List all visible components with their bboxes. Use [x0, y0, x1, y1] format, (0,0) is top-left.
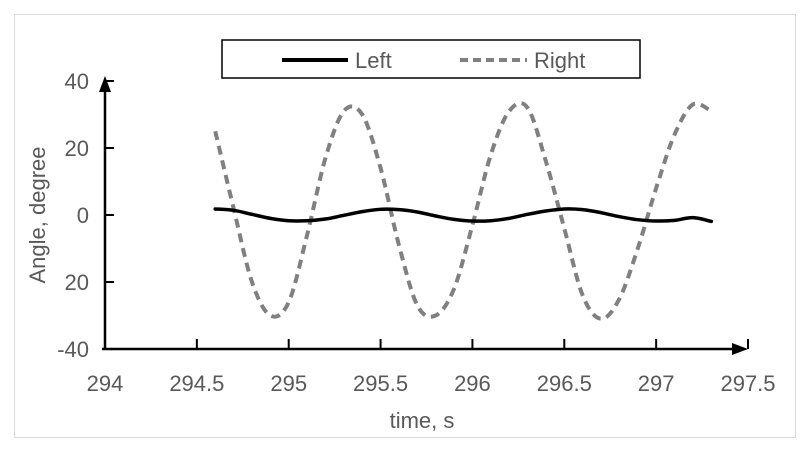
- x-tick-label: 294: [87, 371, 124, 396]
- series-line-right: [213, 101, 713, 321]
- axes: [99, 76, 748, 355]
- legend: Left Right: [221, 39, 641, 79]
- x-axis-arrow-icon: [732, 343, 748, 355]
- x-tick-label: 295: [270, 371, 307, 396]
- x-tick-label: 296: [454, 371, 491, 396]
- y-tick-label: 20: [65, 136, 89, 161]
- x-tick-label: 295.5: [353, 371, 408, 396]
- x-tick-label: 297.5: [720, 371, 775, 396]
- y-tick-label: -40: [57, 337, 89, 362]
- x-tick-label: 294.5: [169, 371, 224, 396]
- x-tick-label: 297: [638, 371, 675, 396]
- y-tick-label: 40: [65, 69, 89, 94]
- x-tick-label: 296.5: [537, 371, 592, 396]
- x-ticks: 294 294.5 295 295.5 296 296.5 297 297.5: [87, 339, 776, 396]
- x-axis-title: time, s: [390, 408, 455, 433]
- series-line-left: [213, 207, 714, 224]
- y-axis-title: Angle, degree: [25, 147, 50, 284]
- legend-label-right: Right: [534, 48, 585, 73]
- y-tick-label: 20: [65, 270, 89, 295]
- y-tick-label: 0: [77, 203, 89, 228]
- y-ticks: 40 20 0 20 -40: [57, 69, 114, 362]
- series-layer: [213, 101, 714, 321]
- chart-frame: [14, 14, 796, 438]
- y-axis-arrow-icon: [99, 76, 111, 92]
- legend-label-left: Left: [355, 48, 392, 73]
